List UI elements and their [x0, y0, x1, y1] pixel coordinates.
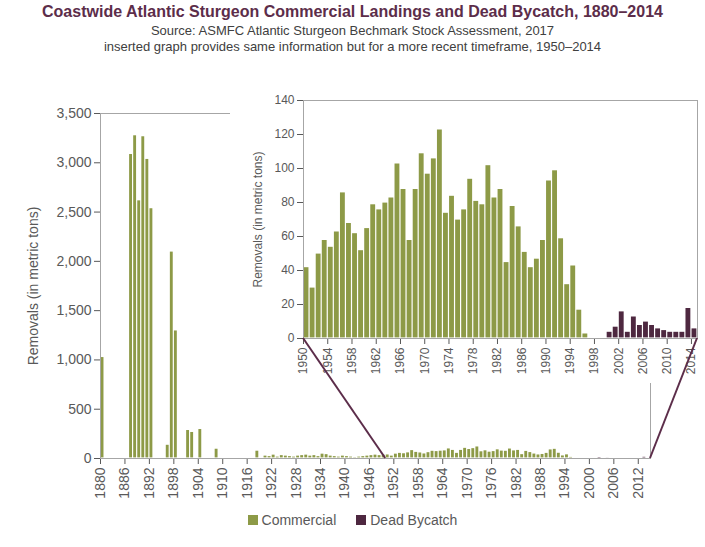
- svg-text:1,000: 1,000: [56, 351, 91, 367]
- svg-text:40: 40: [281, 263, 295, 277]
- svg-text:20: 20: [281, 297, 295, 311]
- svg-text:1994: 1994: [563, 347, 577, 374]
- svg-text:140: 140: [274, 93, 294, 107]
- svg-text:1974: 1974: [442, 347, 456, 374]
- svg-text:1990: 1990: [539, 347, 553, 374]
- svg-text:1958: 1958: [345, 347, 359, 374]
- svg-text:1950: 1950: [296, 347, 310, 374]
- svg-text:1892: 1892: [141, 467, 157, 498]
- svg-text:1886: 1886: [116, 467, 132, 498]
- svg-text:1958: 1958: [410, 467, 426, 498]
- svg-text:1910: 1910: [214, 467, 230, 498]
- svg-text:2006: 2006: [605, 467, 621, 498]
- svg-text:1916: 1916: [239, 467, 255, 498]
- html-text:Source: ASMFC Atlantic Sturgeo: Source: ASMFC Atlantic Sturgeon Bechmark…: [150, 23, 555, 38]
- svg-text:2006: 2006: [636, 347, 650, 374]
- svg-text:1970: 1970: [459, 467, 475, 498]
- svg-text:1994: 1994: [556, 467, 572, 498]
- svg-text:1988: 1988: [532, 467, 548, 498]
- svg-text:2,500: 2,500: [56, 204, 91, 220]
- svg-text:1976: 1976: [483, 467, 499, 498]
- svg-text:1982: 1982: [490, 347, 504, 374]
- svg-text:2012: 2012: [630, 467, 646, 498]
- svg-text:2014: 2014: [684, 347, 698, 374]
- svg-text:60: 60: [281, 229, 295, 243]
- html-text:Commercial: Commercial: [261, 512, 337, 528]
- svg-text:2010: 2010: [660, 347, 674, 374]
- svg-text:1970: 1970: [418, 347, 432, 374]
- svg-text:2002: 2002: [612, 347, 626, 374]
- svg-text:120: 120: [274, 127, 294, 141]
- svg-text:1898: 1898: [165, 467, 181, 498]
- html-text:Coastwide Atlantic Sturgeon Co: Coastwide Atlantic Sturgeon Commercial L…: [42, 3, 663, 20]
- html-text:Dead Bycatch: Dead Bycatch: [370, 512, 458, 528]
- html-text:inserted graph provides same i: inserted graph provides same information…: [103, 39, 602, 54]
- svg-text:3,000: 3,000: [56, 154, 91, 170]
- svg-text:1998: 1998: [587, 347, 601, 374]
- svg-text:500: 500: [68, 401, 92, 417]
- svg-text:2,000: 2,000: [56, 253, 91, 269]
- svg-text:1982: 1982: [508, 467, 524, 498]
- svg-text:1922: 1922: [263, 467, 279, 498]
- svg-text:0: 0: [288, 331, 295, 345]
- svg-text:1966: 1966: [393, 347, 407, 374]
- svg-text:1952: 1952: [385, 467, 401, 498]
- svg-text:1928: 1928: [288, 467, 304, 498]
- svg-text:1880: 1880: [92, 467, 108, 498]
- svg-text:1,500: 1,500: [56, 302, 91, 318]
- svg-text:1962: 1962: [369, 347, 383, 374]
- svg-text:1978: 1978: [466, 347, 480, 374]
- svg-text:1904: 1904: [190, 467, 206, 498]
- svg-text:Removals (in metric tons): Removals (in metric tons): [25, 207, 41, 366]
- svg-text:1954: 1954: [321, 347, 335, 374]
- svg-text:1934: 1934: [312, 467, 328, 498]
- svg-text:3,500: 3,500: [56, 105, 91, 121]
- svg-text:0: 0: [84, 450, 92, 466]
- svg-text:80: 80: [281, 195, 295, 209]
- svg-text:Removals (in metric tons): Removals (in metric tons): [251, 151, 265, 287]
- svg-text:1986: 1986: [515, 347, 529, 374]
- svg-text:2000: 2000: [581, 467, 597, 498]
- svg-text:100: 100: [274, 161, 294, 175]
- svg-text:1964: 1964: [434, 467, 450, 498]
- svg-text:1946: 1946: [361, 467, 377, 498]
- svg-text:1940: 1940: [336, 467, 352, 498]
